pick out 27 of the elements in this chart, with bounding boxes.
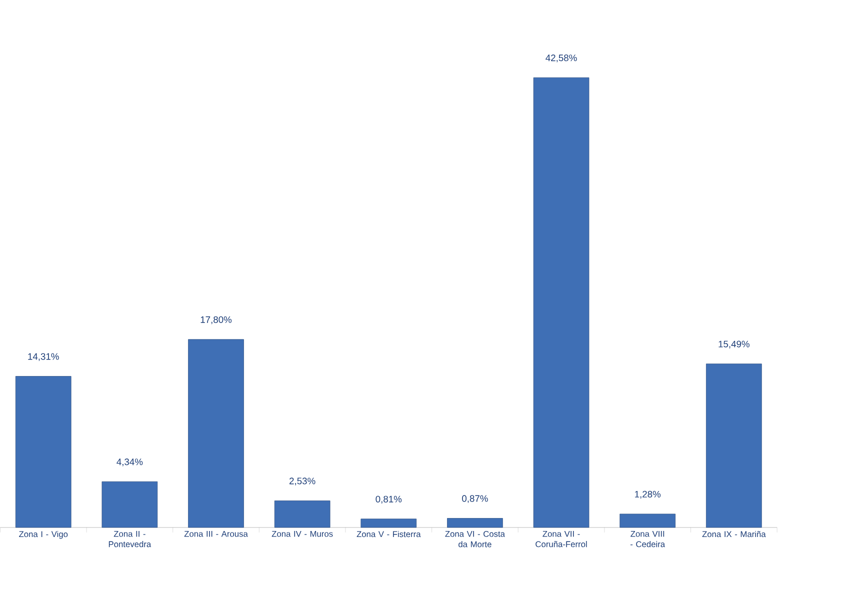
x-tick-label: Zona III - Arousa <box>184 531 248 537</box>
bar <box>620 514 676 528</box>
x-tick-label: Zona V - Fisterra <box>356 531 421 538</box>
data-label: 17,80% <box>200 316 232 324</box>
x-tick-label: Zona IX - Mariña <box>702 531 766 538</box>
bar <box>188 339 244 528</box>
bar <box>533 78 590 528</box>
bar <box>360 518 417 528</box>
bar <box>274 500 330 528</box>
x-tick-label: Zona I - Vigo <box>19 531 68 539</box>
bar <box>102 482 158 528</box>
x-tick-label: Zona IV - Muros <box>272 531 333 537</box>
x-tick-label: Zona VIII - Cedeira <box>630 531 666 548</box>
x-tick-label: Zona VII - Coruña-Ferrol <box>536 531 587 548</box>
data-label: 4,34% <box>116 458 143 466</box>
data-label: 0,81% <box>376 496 402 504</box>
data-label: 42,58% <box>546 54 577 62</box>
x-tick-label: Zona VI - Costa da Morte <box>445 531 505 548</box>
data-label: 2,53% <box>290 478 316 486</box>
data-label: 0,87% <box>462 495 488 504</box>
data-label: 15,49% <box>718 340 750 349</box>
bar <box>706 364 762 528</box>
bar <box>447 518 503 528</box>
data-label: 1,28% <box>635 490 661 499</box>
data-label: 14,31% <box>28 353 59 362</box>
bar <box>15 376 72 528</box>
x-tick-label: Zona II - Pontevedra <box>108 531 152 548</box>
